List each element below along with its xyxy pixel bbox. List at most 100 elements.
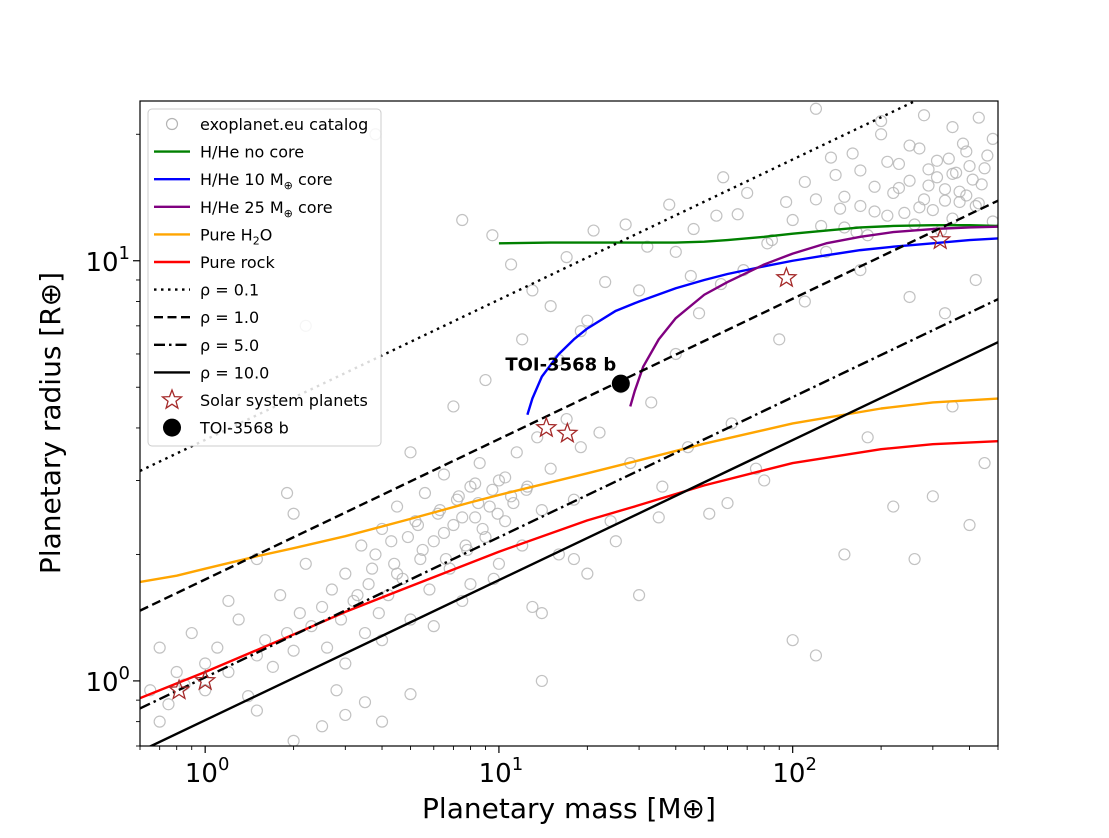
catalog-point xyxy=(437,468,451,481)
catalog-point xyxy=(938,307,952,320)
catalog-point xyxy=(780,195,793,209)
catalog-point xyxy=(581,567,594,580)
density-10-line xyxy=(148,341,998,746)
catalog-point xyxy=(510,446,523,459)
catalog-point xyxy=(875,114,888,128)
legend-target-handle xyxy=(163,418,181,437)
catalog-point xyxy=(531,431,544,444)
catalog-point xyxy=(645,396,658,409)
catalog-point xyxy=(567,493,581,506)
catalog-point xyxy=(824,151,838,164)
catalog-point xyxy=(469,511,482,524)
catalog-point xyxy=(492,474,506,487)
catalog-point xyxy=(355,539,368,552)
catalog-point xyxy=(459,539,472,552)
catalog-point xyxy=(930,171,944,184)
solar-system-planet-marker xyxy=(167,678,191,700)
catalog-point xyxy=(687,222,700,236)
catalog-point xyxy=(593,426,606,439)
catalog-point xyxy=(293,607,306,620)
catalog-point xyxy=(669,347,682,361)
catalog-point xyxy=(401,530,415,544)
catalog-point xyxy=(960,189,973,202)
highlight-markers xyxy=(167,228,952,700)
catalog-point xyxy=(414,552,427,566)
catalog-point xyxy=(946,167,959,180)
catalog-point xyxy=(903,290,916,304)
catalog-point xyxy=(299,557,312,570)
catalog-point xyxy=(913,201,926,214)
catalog-point xyxy=(287,644,300,657)
catalog-point xyxy=(765,233,779,247)
catalog-point xyxy=(504,258,518,271)
catalog-point xyxy=(447,400,460,413)
catalog-point xyxy=(809,193,823,206)
catalog-point xyxy=(486,483,499,496)
hhe-10-core-curve xyxy=(526,237,998,416)
catalog-point xyxy=(717,171,730,184)
catalog-point xyxy=(663,198,676,211)
catalog-point xyxy=(868,180,881,193)
catalog-point xyxy=(315,600,329,614)
catalog-point xyxy=(266,660,279,673)
catalog-point xyxy=(365,562,379,575)
catalog-point xyxy=(560,251,573,264)
catalog-point xyxy=(153,641,166,654)
catalog-point xyxy=(274,589,287,602)
solar-system-planet-marker xyxy=(556,421,579,444)
catalog-point xyxy=(339,657,352,670)
model-curves xyxy=(140,101,998,746)
catalog-point xyxy=(960,145,973,158)
pure-water-curve xyxy=(140,397,998,584)
catalog-point xyxy=(798,175,811,189)
legend-label: ρ = 10.0 xyxy=(200,363,269,382)
catalog-point xyxy=(875,128,888,141)
catalog-point xyxy=(903,174,916,187)
catalog-point xyxy=(820,245,833,258)
catalog-point xyxy=(656,480,669,493)
catalog-point xyxy=(486,229,499,242)
catalog-point xyxy=(544,462,557,475)
legend-box xyxy=(147,108,382,447)
catalog-point xyxy=(926,490,939,503)
pure-rock-curve xyxy=(140,439,998,700)
catalog-point xyxy=(892,157,906,171)
catalog-point xyxy=(464,577,477,591)
catalog-point xyxy=(963,159,976,173)
catalog-point xyxy=(339,567,352,580)
catalog-point xyxy=(574,441,587,454)
catalog-point xyxy=(280,626,294,640)
catalog-point xyxy=(798,295,811,308)
y-tick-label: 100 xyxy=(85,663,130,698)
catalog-point xyxy=(881,155,894,168)
x-tick-label: 101 xyxy=(479,754,524,789)
catalog-point xyxy=(427,620,440,633)
catalog-point xyxy=(411,518,425,532)
catalog-point xyxy=(479,373,492,387)
catalog-point xyxy=(491,507,504,520)
legend-catalog-handle xyxy=(165,117,179,131)
catalog-point xyxy=(153,715,166,728)
catalog-point xyxy=(731,208,744,221)
catalog-point xyxy=(846,147,859,160)
x-tick-label: 102 xyxy=(772,754,817,789)
catalog-point xyxy=(581,314,594,327)
catalog-point xyxy=(305,620,318,633)
catalog-point xyxy=(903,139,916,152)
catalog-point xyxy=(144,684,157,697)
catalog-point xyxy=(483,500,496,513)
catalog-point xyxy=(809,102,823,115)
catalog-point xyxy=(946,121,959,134)
catalog-point xyxy=(692,307,706,320)
catalog-point xyxy=(809,649,823,662)
catalog-point xyxy=(854,164,867,177)
catalog-point xyxy=(892,181,906,195)
catalog-point xyxy=(499,515,512,528)
catalog-point xyxy=(469,477,482,490)
catalog-point xyxy=(404,446,417,459)
catalog-point xyxy=(854,199,867,213)
legend: exoplanet.eu catalog H/He no core H/He 10 … xyxy=(147,108,382,447)
catalog-point xyxy=(351,589,364,602)
catalog-point xyxy=(641,240,654,253)
